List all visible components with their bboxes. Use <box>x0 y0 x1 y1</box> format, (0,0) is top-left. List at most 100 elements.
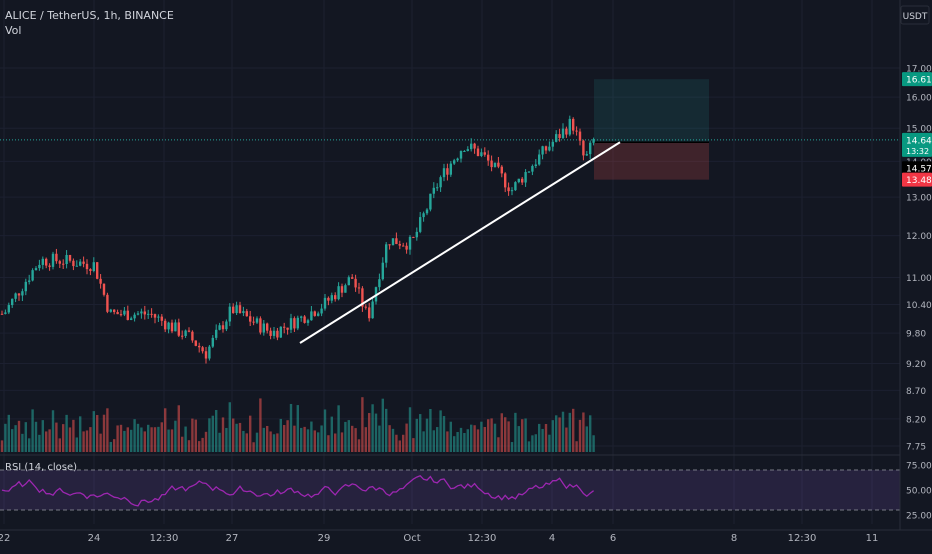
volume-bar-29 <box>99 433 102 452</box>
volume-bar-33 <box>113 439 116 452</box>
candle-86 <box>293 316 296 332</box>
candle-142 <box>483 147 486 157</box>
candle-body <box>534 164 537 167</box>
candle-body <box>449 163 452 175</box>
candle-60 <box>204 347 208 364</box>
volume-bar-170 <box>578 419 582 452</box>
candle-124 <box>422 211 425 222</box>
candle-94 <box>320 303 323 317</box>
candle-body <box>249 316 252 322</box>
candle-body <box>51 253 55 267</box>
candle-26 <box>89 268 92 276</box>
volume-bar-21 <box>72 419 75 452</box>
volume-bar-27 <box>92 411 95 452</box>
volume-bar-133 <box>453 436 456 452</box>
volume-bar-129 <box>439 410 442 452</box>
volume-bar-130 <box>442 416 446 452</box>
rsi-line <box>1 475 594 507</box>
candle-23 <box>79 259 82 267</box>
candles-layer <box>0 115 595 364</box>
candle-body <box>490 160 493 168</box>
trendline[interactable] <box>299 141 621 344</box>
candle-105 <box>357 282 361 294</box>
candle-162 <box>551 139 554 152</box>
candle-21 <box>72 258 75 271</box>
volume-bar-107 <box>364 427 367 452</box>
position-loss-zone[interactable] <box>594 142 709 180</box>
rsi-label[interactable]: RSI (14, close) <box>5 462 77 473</box>
volume-bar-5 <box>17 420 21 452</box>
volume-bar-53 <box>181 436 184 452</box>
candle-42 <box>143 305 146 320</box>
candle-body <box>211 337 214 347</box>
candle-body <box>4 312 7 314</box>
candle-body <box>259 318 262 333</box>
candle-149 <box>507 182 510 196</box>
candle-body <box>296 317 299 329</box>
price-tick-label: 15.00 <box>906 125 932 135</box>
candle-body <box>531 166 534 172</box>
candle-body <box>568 118 571 135</box>
volume-label[interactable]: Vol <box>5 24 21 37</box>
candle-82 <box>279 326 282 339</box>
candle-body <box>538 154 541 165</box>
candle-68 <box>232 303 235 314</box>
candle-body <box>289 318 293 330</box>
position-tool[interactable] <box>0 79 900 180</box>
position-profit-zone[interactable] <box>594 79 709 143</box>
volume-bar-156 <box>531 435 534 452</box>
candle-body <box>215 329 218 338</box>
candle-151 <box>514 181 517 191</box>
candle-body <box>432 187 435 194</box>
candle-51 <box>174 319 177 332</box>
candle-116 <box>395 232 398 245</box>
volume-bar-161 <box>548 434 551 452</box>
time-tick-label: 12:30 <box>468 533 497 544</box>
candle-132 <box>449 161 452 177</box>
volume-bar-124 <box>422 431 425 452</box>
candle-56 <box>191 330 194 343</box>
candle-100 <box>340 283 344 298</box>
candle-122 <box>415 227 418 241</box>
stop-price-badge-text: 13.48 <box>906 176 932 186</box>
candle-158 <box>538 149 541 166</box>
volume-bar-84 <box>286 420 289 452</box>
candle-body <box>527 171 531 173</box>
volume-bar-83 <box>283 425 286 452</box>
candle-53 <box>181 330 184 340</box>
candle-89 <box>303 315 306 324</box>
candle-body <box>493 162 497 168</box>
candle-22 <box>75 260 78 267</box>
candle-body <box>507 187 510 192</box>
candle-body <box>21 291 24 296</box>
time-tick-label: 29 <box>318 533 331 544</box>
candle-11 <box>38 259 41 271</box>
candle-14 <box>48 263 51 271</box>
candle-body <box>34 268 38 271</box>
volume-bar-139 <box>473 425 476 452</box>
trendline-layer[interactable] <box>299 141 621 344</box>
volume-bar-92 <box>313 430 316 452</box>
symbol-title[interactable]: ALICE / TetherUS, 1h, BINANCE <box>5 9 174 22</box>
candle-body <box>371 301 374 319</box>
volume-bar-37 <box>126 427 129 452</box>
candle-15 <box>51 251 55 270</box>
volume-bar-158 <box>538 423 541 452</box>
volume-bar-68 <box>232 418 235 452</box>
price-tick-label: 12.00 <box>906 232 932 242</box>
volume-bar-108 <box>368 413 371 452</box>
volume-bar-111 <box>378 425 381 452</box>
volume-bar-1 <box>4 423 7 452</box>
time-tick-label: 24 <box>88 533 101 544</box>
candle-84 <box>286 327 289 335</box>
candle-172 <box>585 151 588 156</box>
candle-body <box>368 307 371 319</box>
candle-64 <box>218 322 221 331</box>
candle-46 <box>157 314 160 322</box>
currency-badge[interactable]: USDT <box>903 12 928 22</box>
candle-body <box>548 146 551 151</box>
currency-badge-box[interactable] <box>900 5 930 25</box>
candle-body <box>75 265 78 267</box>
